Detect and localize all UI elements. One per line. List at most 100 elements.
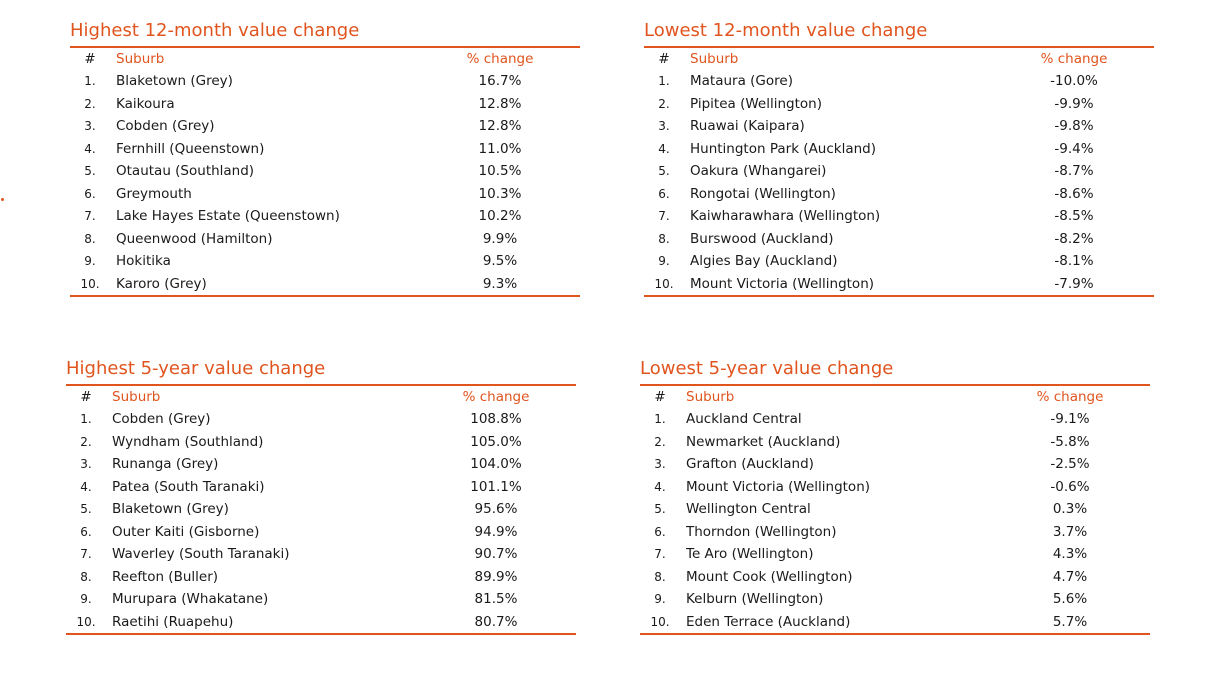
rank-cell: 6. (80, 524, 92, 539)
bottom-divider (640, 633, 1150, 635)
suburb-cell: Murupara (Whakatane) (112, 591, 269, 608)
rank-cell: 4. (654, 479, 666, 494)
change-cell: -8.6% (1054, 185, 1094, 202)
table-row: 8. Burswood (Auckland) -8.2% (644, 228, 1154, 251)
change-cell: 10.2% (478, 208, 522, 225)
suburb-cell: Cobden (Grey) (116, 118, 215, 135)
change-cell: 101.1% (470, 478, 522, 495)
suburb-cell: Algies Bay (Auckland) (690, 253, 838, 270)
stray-dot (1, 198, 4, 201)
change-cell: -10.0% (1050, 73, 1098, 90)
change-cell: -8.1% (1054, 253, 1094, 270)
change-cell: 4.7% (1052, 568, 1088, 585)
header-rank: # (84, 51, 96, 67)
suburb-cell: Wellington Central (686, 501, 811, 518)
suburb-cell: Hokitika (116, 253, 171, 270)
rank-cell: 9. (658, 254, 670, 269)
rank-cell: 5. (84, 164, 96, 179)
section-title: Lowest 12-month value change (644, 20, 928, 41)
header-suburb: Suburb (686, 389, 735, 405)
table-row: 1. Blaketown (Grey) 16.7% (70, 70, 580, 93)
bottom-divider (644, 295, 1154, 297)
rank-cell: 5. (654, 502, 666, 517)
rank-cell: 10. (76, 614, 96, 629)
suburb-cell: Mount Victoria (Wellington) (690, 275, 875, 292)
table-row: 4. Huntington Park (Auckland) -9.4% (644, 138, 1154, 161)
table-row: 7. Waverley (South Taranaki) 90.7% (66, 543, 576, 566)
rank-cell: 2. (658, 96, 670, 111)
table-row: 8. Mount Cook (Wellington) 4.7% (640, 566, 1150, 589)
suburb-cell: Ruawai (Kaipara) (690, 118, 805, 135)
table-row: 7. Lake Hayes Estate (Queenstown) 10.2% (70, 205, 580, 228)
change-cell: 81.5% (474, 591, 518, 608)
rank-cell: 3. (654, 457, 666, 472)
rank-cell: 6. (654, 524, 666, 539)
rank-cell: 2. (654, 434, 666, 449)
table-row: 10. Eden Terrace (Auckland) 5.7% (640, 611, 1150, 634)
rank-cell: 6. (84, 186, 96, 201)
rank-cell: 7. (658, 209, 670, 224)
table-row: 5. Wellington Central 0.3% (640, 498, 1150, 521)
table-row: 7. Te Aro (Wellington) 4.3% (640, 543, 1150, 566)
header-change: % change (1040, 51, 1108, 67)
table-highest-5-year: Highest 5-year value change # Suburb % c… (66, 358, 576, 635)
section-title: Lowest 5-year value change (640, 358, 894, 379)
header-row: # Suburb % change (70, 48, 580, 70)
suburb-cell: Cobden (Grey) (112, 411, 211, 428)
suburb-cell: Auckland Central (686, 411, 802, 428)
suburb-cell: Lake Hayes Estate (Queenstown) (116, 208, 340, 225)
table-row: 2. Pipitea (Wellington) -9.9% (644, 93, 1154, 116)
table-row: 1. Cobden (Grey) 108.8% (66, 408, 576, 431)
section-title: Highest 12-month value change (70, 20, 360, 41)
top-divider (66, 384, 576, 386)
rank-cell: 2. (80, 434, 92, 449)
change-cell: 5.7% (1052, 613, 1088, 630)
table-row: 6. Rongotai (Wellington) -8.6% (644, 183, 1154, 206)
rank-cell: 1. (84, 74, 96, 89)
rank-cell: 10. (654, 276, 674, 291)
rank-cell: 9. (84, 254, 96, 269)
table-row: 4. Mount Victoria (Wellington) -0.6% (640, 476, 1150, 499)
table-row: 10. Karoro (Grey) 9.3% (70, 273, 580, 296)
table-row: 8. Queenwood (Hamilton) 9.9% (70, 228, 580, 251)
change-cell: 9.9% (482, 230, 518, 247)
change-cell: 105.0% (470, 433, 522, 450)
suburb-cell: Oakura (Whangarei) (690, 163, 827, 180)
table-row: 6. Outer Kaiti (Gisborne) 94.9% (66, 521, 576, 544)
suburb-cell: Greymouth (116, 185, 192, 202)
change-cell: 12.8% (478, 95, 522, 112)
rank-cell: 1. (80, 412, 92, 427)
suburb-cell: Mount Victoria (Wellington) (686, 478, 871, 495)
rank-cell: 6. (658, 186, 670, 201)
rank-cell: 10. (80, 276, 100, 291)
top-divider (644, 46, 1154, 48)
change-cell: 95.6% (474, 501, 518, 518)
suburb-cell: Huntington Park (Auckland) (690, 140, 877, 157)
rank-cell: 4. (80, 479, 92, 494)
suburb-cell: Kaiwharawhara (Wellington) (690, 208, 881, 225)
table-row: 5. Otautau (Southland) 10.5% (70, 160, 580, 183)
ranking-table: # Suburb % change 1. Mataura (Gore) -10.0%… (644, 48, 1154, 295)
suburb-cell: Mount Cook (Wellington) (686, 568, 853, 585)
suburb-cell: Patea (South Taranaki) (112, 478, 265, 495)
rank-cell: 9. (654, 592, 666, 607)
suburb-cell: Burswood (Auckland) (690, 230, 834, 247)
suburb-cell: Mataura (Gore) (690, 73, 793, 90)
table-row: 9. Hokitika 9.5% (70, 250, 580, 273)
header-change: % change (1036, 389, 1104, 405)
change-cell: 4.3% (1052, 546, 1088, 563)
change-cell: 80.7% (474, 613, 518, 630)
table-row: 2. Wyndham (Southland) 105.0% (66, 431, 576, 454)
suburb-cell: Newmarket (Auckland) (686, 433, 841, 450)
table-row: 10. Raetihi (Ruapehu) 80.7% (66, 611, 576, 634)
suburb-cell: Otautau (Southland) (116, 163, 255, 180)
suburb-cell: Grafton (Auckland) (686, 456, 814, 473)
table-row: 10. Mount Victoria (Wellington) -7.9% (644, 273, 1154, 296)
bottom-divider (66, 633, 576, 635)
table-row: 4. Fernhill (Queenstown) 11.0% (70, 138, 580, 161)
change-cell: -8.7% (1054, 163, 1094, 180)
rank-cell: 1. (654, 412, 666, 427)
header-row: # Suburb % change (640, 386, 1150, 408)
change-cell: 89.9% (474, 568, 518, 585)
change-cell: -9.9% (1054, 95, 1094, 112)
